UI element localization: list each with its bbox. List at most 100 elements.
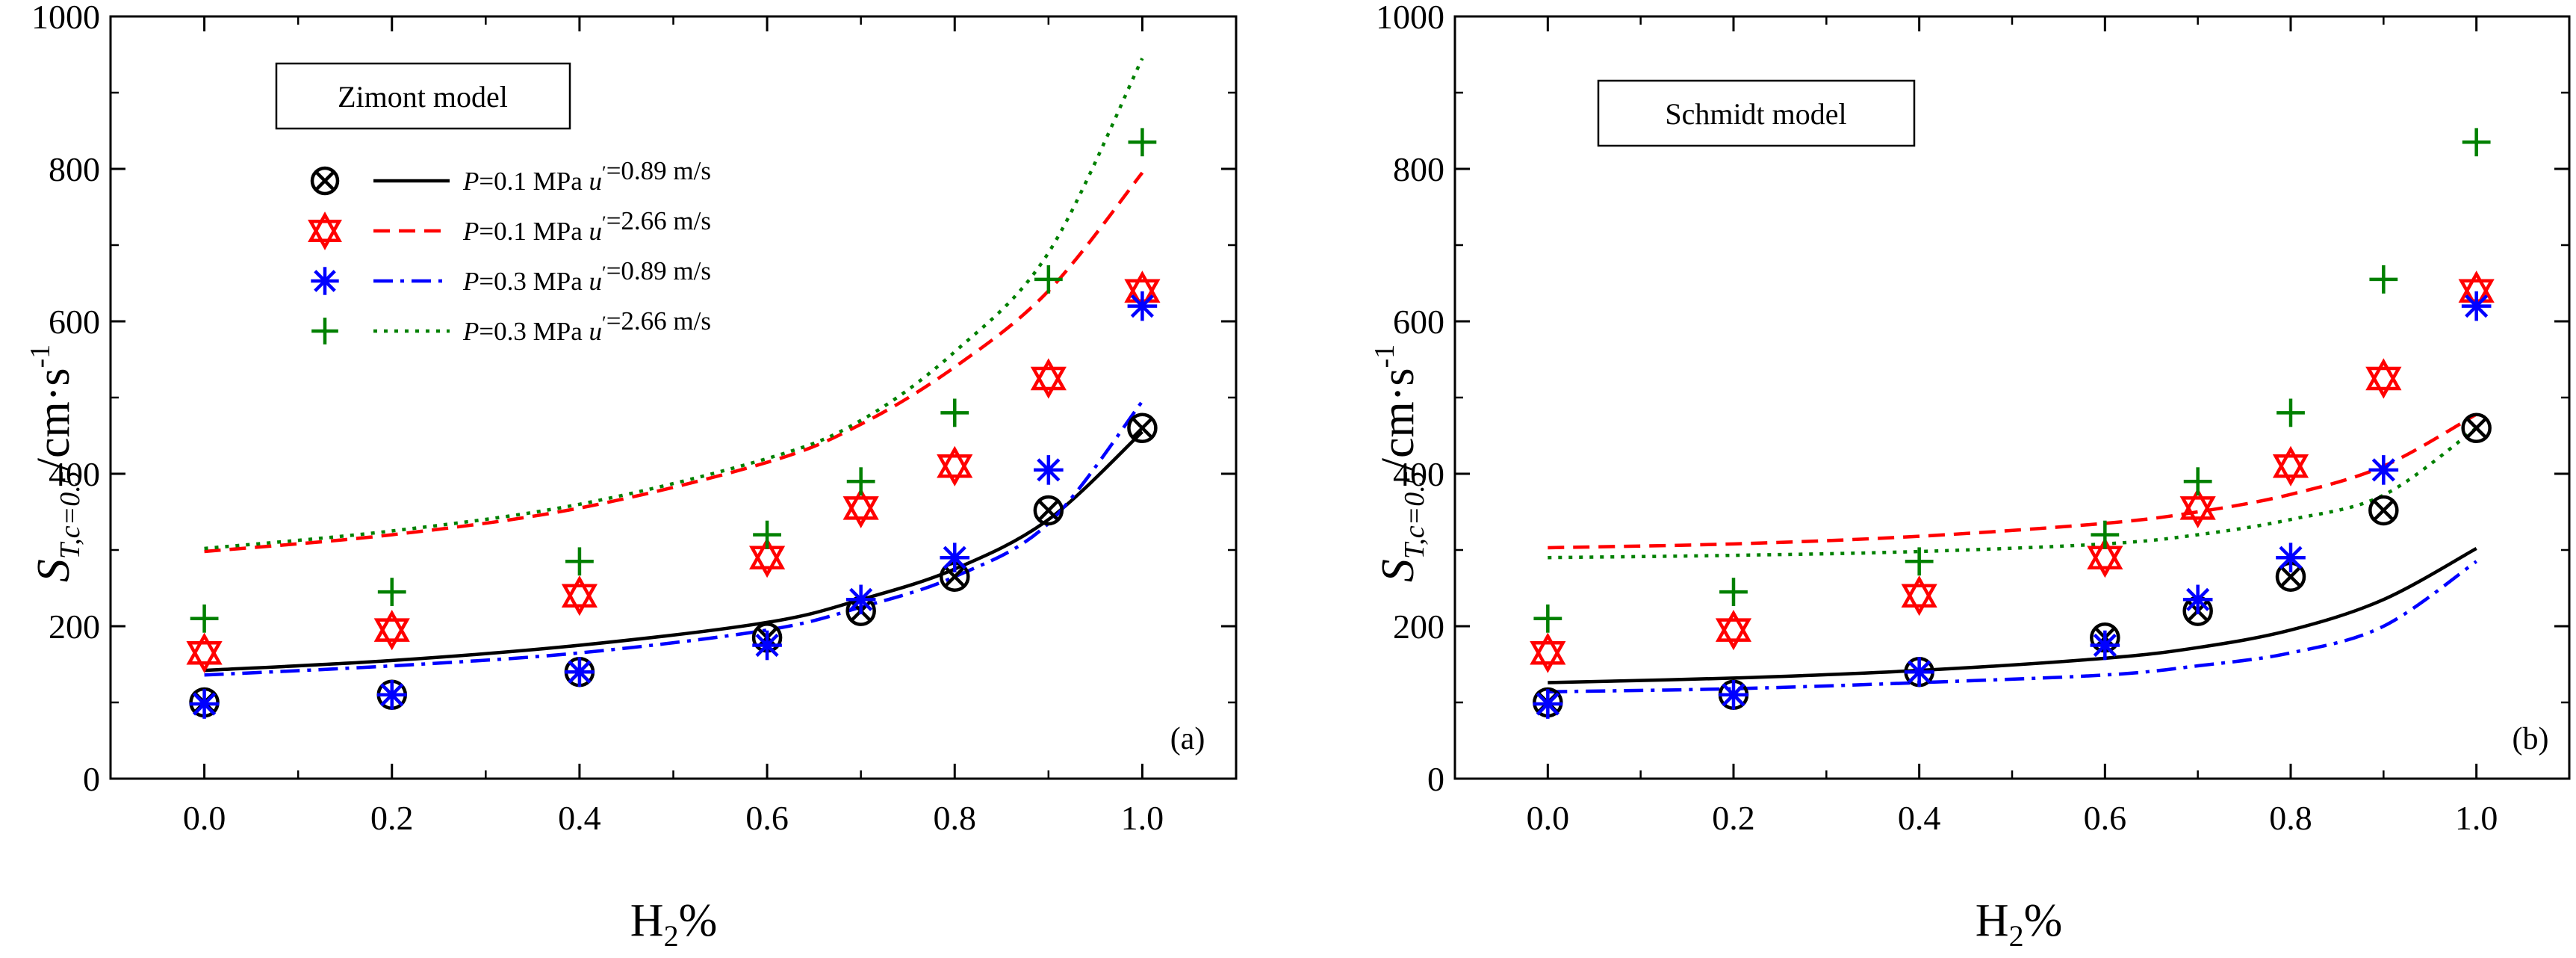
- data-point-b-s4-4: [2091, 520, 2120, 549]
- y-tick-label: 600: [1393, 303, 1444, 341]
- plot-area-a: 0.0 0.2 0.4 0.6 0.8 1.0 0 200 400 600 800 1000: [31, 0, 1238, 837]
- data-point-b-s1-7: [2368, 495, 2399, 526]
- data-point-b-s4-7: [2369, 265, 2398, 294]
- y-label-symbol: S: [28, 559, 79, 582]
- plot-frame: [109, 15, 1238, 780]
- svg-text:ST,c=0.5/cm·s-1: ST,c=0.5/cm·s-1: [25, 344, 86, 582]
- model-curve-a-1: [204, 430, 1143, 673]
- y-tick-label: 0: [83, 760, 100, 798]
- model-curve-a-2: [204, 171, 1144, 554]
- legend-marker-3: [311, 267, 339, 295]
- x-tick-label: 0.0: [183, 799, 226, 837]
- panel-b-schmidt: 0.0 0.2 0.4 0.6 0.8 1.0 0 200 400 600 800 1000 ST,c…: [1369, 0, 2571, 953]
- svg-text:ST,c=0.5/cm·s-1: ST,c=0.5/cm·s-1: [1369, 344, 1430, 582]
- x-tick-label: 0.0: [1527, 799, 1570, 837]
- data-point-b-s2-3: [1901, 575, 1937, 616]
- legend-row-3: P=0.3 MPa u′=0.89 m/s: [311, 256, 711, 296]
- data-point-a-s2-3: [561, 575, 598, 616]
- data-point-b-s4-6: [2276, 398, 2305, 427]
- data-point-a-s3-2: [376, 680, 407, 710]
- data-point-a-s1-7: [1033, 495, 1064, 526]
- data-point-a-s3-5: [845, 584, 876, 615]
- x-tick-label: 0.4: [558, 799, 601, 837]
- x-tick-label: 0.8: [934, 799, 977, 837]
- model-curve-a-3: [204, 400, 1144, 677]
- legend-marker-2: [308, 211, 342, 250]
- data-point-a-s3-7: [1034, 455, 1064, 485]
- x-tick-label: 0.2: [370, 799, 414, 837]
- y-label-exponent: -1: [25, 344, 56, 368]
- y-tick-label: 800: [49, 150, 100, 188]
- data-point-b-s2-5: [2179, 487, 2216, 528]
- title-box-b: Schmidt model: [1597, 79, 1916, 147]
- legend-label-2: P=0.1 MPa u′=2.66 m/s: [462, 206, 711, 246]
- y-tick-label: 600: [49, 303, 100, 341]
- data-point-b-s1-8: [2461, 412, 2492, 444]
- data-point-b-s2-2: [1715, 610, 1752, 651]
- data-point-b-s2-6: [2272, 445, 2309, 486]
- model-curve-b-4: [1548, 426, 2477, 560]
- data-point-b-s4-2: [1719, 578, 1748, 606]
- data-point-a-s2-7: [1030, 358, 1067, 399]
- data-point-b-s3-6: [2276, 543, 2306, 572]
- x-tick-label: 0.4: [1898, 799, 1941, 837]
- data-point-a-s4-8: [1128, 128, 1157, 157]
- y-tick-label: 1000: [31, 0, 100, 36]
- data-point-a-s4-1: [190, 604, 219, 633]
- model-curve-a-4: [204, 58, 1144, 551]
- data-point-a-s4-2: [377, 578, 406, 606]
- x-tick-label: 0.8: [2269, 799, 2312, 837]
- data-point-b-s4-5: [2183, 467, 2212, 496]
- data-point-b-s3-2: [1719, 680, 1748, 710]
- legend-label-1: P=0.1 MPa u′=0.89 m/s: [462, 156, 711, 196]
- x-tick-label: 0.2: [1712, 799, 1755, 837]
- panel-a-zimont: 0.0 0.2 0.4 0.6 0.8 1.0 0 200 400 600 800 1000 ST,c…: [25, 0, 1238, 953]
- y-tick-label: 200: [49, 608, 100, 646]
- x-axis-label-b: H2%: [1976, 895, 2062, 953]
- legend-label-3: P=0.3 MPa u′=0.89 m/s: [462, 256, 711, 296]
- model-curve-b-3: [1548, 560, 2477, 693]
- data-point-a-s2-5: [842, 487, 879, 528]
- panel-b-title: Schmidt model: [1665, 97, 1846, 131]
- legend-a: P=0.1 MPa u′=0.89 m/s P=0.1 MPa u′=2.66 m…: [308, 156, 711, 346]
- legend-marker-1: [310, 166, 340, 196]
- data-point-a-s4-4: [753, 520, 781, 549]
- data-point-b-s3-1: [1533, 689, 1563, 719]
- panel-a-title: Zimont model: [338, 80, 508, 114]
- x-tick-label: 0.6: [2084, 799, 2127, 837]
- x-tick-label: 1.0: [2455, 799, 2498, 837]
- panel-a-label: (a): [1170, 722, 1205, 756]
- y-tick-label: 800: [1393, 150, 1444, 188]
- data-point-a-s3-3: [565, 657, 595, 687]
- legend-marker-4: [311, 318, 338, 344]
- data-point-a-s3-4: [752, 630, 782, 661]
- data-point-b-s4-8: [2462, 128, 2491, 157]
- data-point-a-s4-6: [940, 398, 969, 427]
- data-point-a-s2-1: [186, 632, 223, 673]
- data-point-b-s3-5: [2182, 584, 2213, 615]
- data-point-b-s2-7: [2365, 358, 2402, 399]
- plot-area-b: 0.0 0.2 0.4 0.6 0.8 1.0 0 200 400 600 800 1000: [1376, 0, 2571, 837]
- title-box-a: Zimont model: [275, 62, 571, 130]
- y-axis-label-a: ST,c=0.5/cm·s-1: [25, 344, 86, 582]
- y-tick-label: 1000: [1376, 0, 1444, 36]
- data-point-a-s3-1: [189, 689, 220, 719]
- data-point-b-s3-7: [2368, 455, 2399, 485]
- y-tick-label: 200: [1393, 608, 1444, 646]
- data-point-b-s2-1: [1530, 632, 1566, 673]
- data-point-a-s3-6: [940, 543, 970, 572]
- legend-label-4: P=0.3 MPa u′=2.66 m/s: [462, 306, 711, 346]
- data-point-b-s3-4: [2090, 630, 2120, 661]
- x-axis-label-a: H2%: [630, 895, 717, 953]
- y-axis-label-b: ST,c=0.5/cm·s-1: [1369, 344, 1430, 582]
- data-point-a-s1-8: [1127, 412, 1158, 444]
- data-point-b-s3-8: [2461, 291, 2492, 321]
- y-label-unit: /cm·s: [28, 368, 79, 472]
- data-point-b-s3-3: [1904, 657, 1934, 687]
- data-point-b-s4-1: [1533, 604, 1562, 633]
- y-tick-label: 400: [49, 455, 100, 493]
- data-point-a-s4-5: [846, 467, 875, 496]
- legend-row-4: P=0.3 MPa u′=2.66 m/s: [311, 306, 711, 346]
- data-point-a-s2-6: [937, 445, 973, 486]
